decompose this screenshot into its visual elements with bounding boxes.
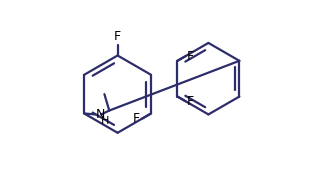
- Text: N: N: [96, 108, 105, 121]
- Text: F: F: [187, 50, 194, 63]
- Text: F: F: [114, 30, 121, 43]
- Text: H: H: [100, 116, 109, 126]
- Text: F: F: [187, 95, 194, 108]
- Text: F: F: [133, 112, 140, 125]
